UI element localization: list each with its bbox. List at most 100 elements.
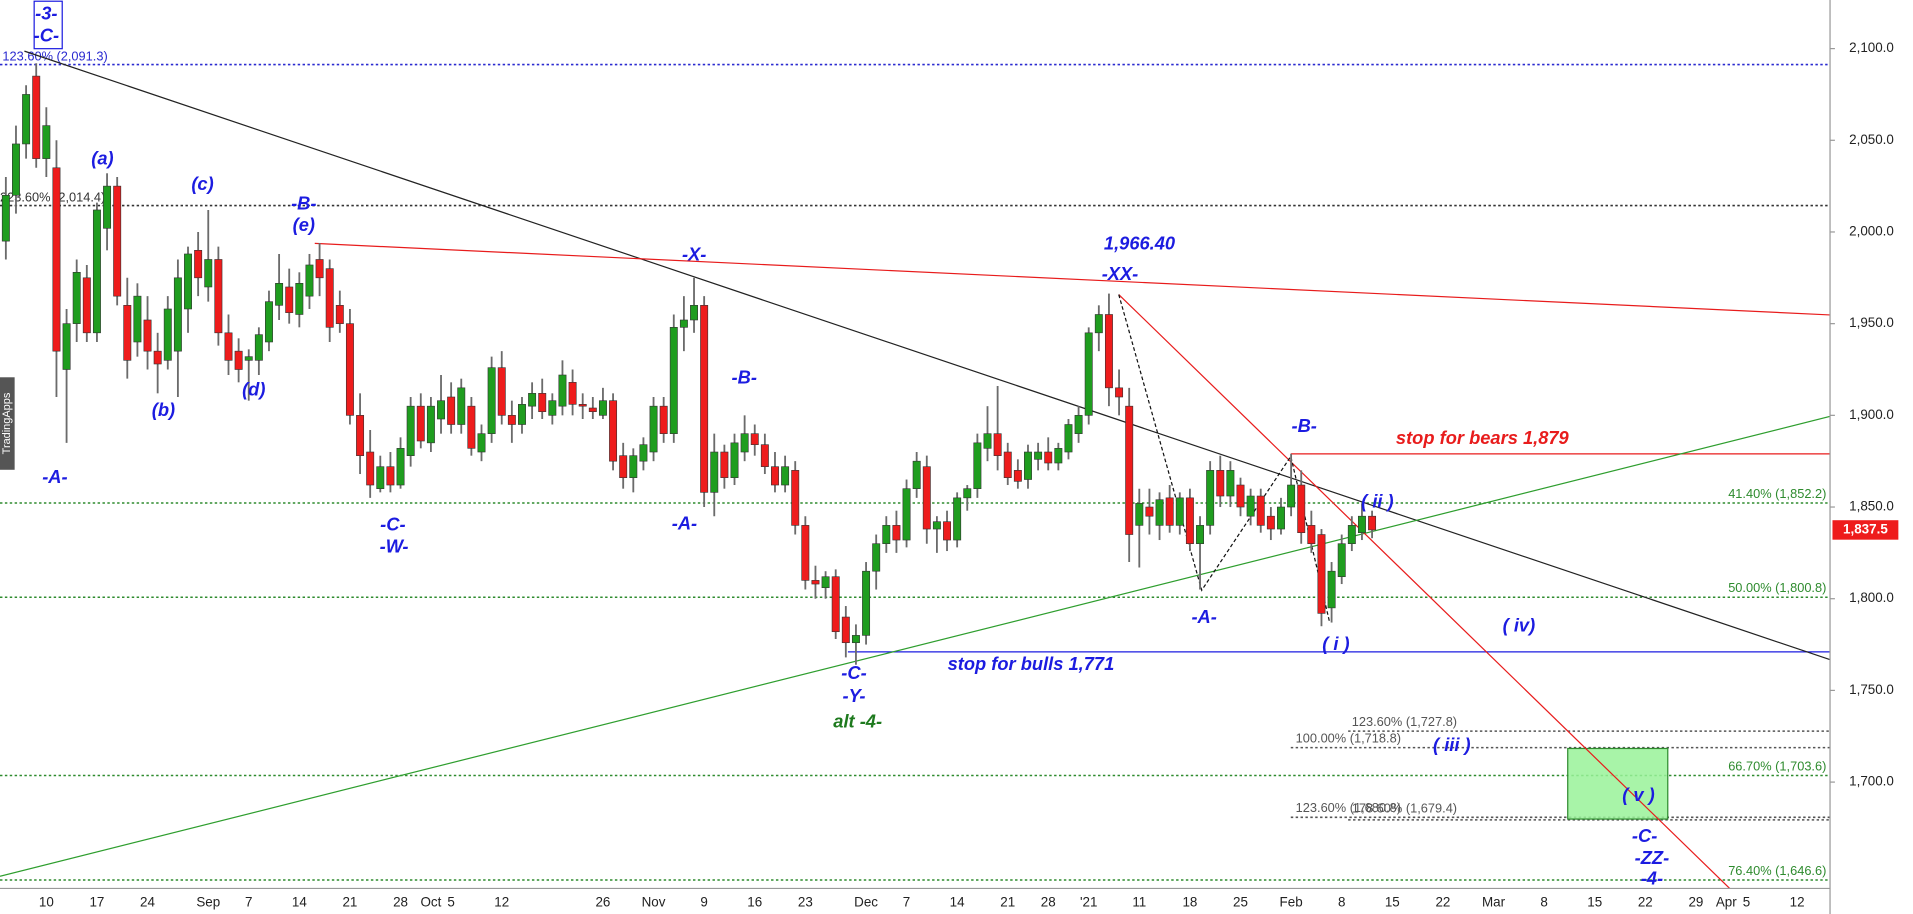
candle-body bbox=[558, 374, 567, 407]
candle-body bbox=[791, 470, 800, 526]
candle-body bbox=[406, 405, 415, 456]
candle-body bbox=[1003, 451, 1012, 478]
candle-body bbox=[1165, 497, 1174, 526]
candle-body bbox=[528, 393, 537, 407]
candle-body bbox=[730, 442, 739, 478]
candle-body bbox=[254, 334, 263, 361]
y-tick-label: 2,000.0 bbox=[1849, 224, 1894, 239]
annotations: -3--C-(a)(b)(c)(d)-B-(e)-A--C--W--X--B--… bbox=[34, 2, 1670, 888]
x-tick-label: 18 bbox=[1182, 895, 1197, 910]
candle-body bbox=[285, 286, 294, 313]
candle-body bbox=[851, 635, 860, 644]
candle-body bbox=[943, 521, 951, 541]
level-label: 76.40% (1,646.6) bbox=[1728, 863, 1826, 878]
candle-body bbox=[1347, 525, 1356, 545]
candle-body bbox=[993, 433, 1002, 456]
candle-body bbox=[983, 433, 992, 449]
wave-label: -4- bbox=[1641, 868, 1663, 889]
wave-label: (d) bbox=[242, 379, 265, 400]
candle-body bbox=[1357, 515, 1366, 534]
candle-body bbox=[42, 125, 51, 159]
x-tick-label: '21 bbox=[1080, 895, 1097, 910]
candle-body bbox=[1216, 470, 1225, 497]
wave-label: -XX- bbox=[1102, 263, 1139, 284]
watermark: TradingApps bbox=[1, 392, 13, 454]
candle-body bbox=[1013, 470, 1022, 482]
target-box bbox=[1567, 747, 1669, 820]
candle-body bbox=[1287, 484, 1296, 508]
candle-body bbox=[588, 407, 597, 412]
levels: 123.60% (2,091.3)223.60% (2,014.4)41.40%… bbox=[0, 49, 1831, 881]
candle-body bbox=[831, 576, 840, 633]
candle-body bbox=[912, 460, 921, 489]
trend-line bbox=[0, 415, 1831, 877]
candle-body bbox=[1115, 387, 1124, 398]
candle-body bbox=[32, 75, 41, 159]
candle-body bbox=[1044, 451, 1053, 464]
candle-body bbox=[1034, 451, 1043, 460]
candle-body bbox=[507, 415, 516, 425]
y-tick-label: 1,950.0 bbox=[1849, 315, 1894, 330]
candle-body bbox=[1307, 525, 1316, 545]
wave-label: -X- bbox=[682, 243, 706, 264]
wave-label: -B- bbox=[732, 366, 757, 387]
candle-body bbox=[82, 277, 91, 334]
candle-body bbox=[52, 167, 61, 352]
x-tick-label: 5 bbox=[1743, 895, 1750, 910]
wave-label: ( ii ) bbox=[1361, 490, 1394, 511]
y-tick-label: 1,800.0 bbox=[1849, 590, 1894, 605]
candle-body bbox=[781, 466, 790, 486]
candle-body bbox=[1155, 499, 1164, 526]
candle-body bbox=[1317, 534, 1326, 614]
candle-body bbox=[1206, 470, 1215, 526]
x-tick-label: Oct bbox=[420, 895, 441, 910]
candle-body bbox=[821, 576, 830, 589]
candle-body bbox=[740, 433, 749, 453]
candle-body bbox=[1064, 424, 1073, 453]
candle-body bbox=[143, 319, 152, 352]
x-tick-label: 7 bbox=[903, 895, 910, 910]
x-tick-label: 9 bbox=[700, 895, 707, 910]
wave-label: -C- bbox=[380, 514, 405, 535]
wave-label: -C- bbox=[34, 24, 59, 45]
candle-body bbox=[1, 194, 10, 242]
candle-body bbox=[548, 400, 557, 416]
candle-body bbox=[1074, 415, 1083, 434]
candle-body bbox=[173, 277, 182, 352]
x-tick-label: 12 bbox=[494, 895, 509, 910]
x-tick-label: 8 bbox=[1338, 895, 1345, 910]
candle-body bbox=[1196, 525, 1204, 545]
candle-body bbox=[629, 455, 638, 478]
level-label: stop for bulls 1,771 bbox=[948, 653, 1115, 674]
x-tick-label: Nov bbox=[642, 895, 666, 910]
y-tick-label: 1,900.0 bbox=[1849, 407, 1894, 422]
candle-body bbox=[771, 466, 779, 486]
candle-body bbox=[356, 415, 365, 456]
last-price-label: 1,837.5 bbox=[1843, 522, 1888, 537]
candle-body bbox=[669, 327, 678, 434]
x-tick-label: Mar bbox=[1482, 895, 1506, 910]
wave-label: 1,966.40 bbox=[1104, 232, 1175, 253]
candle-body bbox=[1084, 332, 1093, 416]
x-tick-label: 26 bbox=[595, 895, 610, 910]
label-box bbox=[33, 0, 63, 50]
x-tick-label: 12 bbox=[1790, 895, 1805, 910]
candle-body bbox=[1226, 470, 1235, 497]
x-tick-label: 28 bbox=[393, 895, 408, 910]
trend-line bbox=[314, 242, 1831, 316]
wave-label: (e) bbox=[293, 214, 315, 235]
candle-body bbox=[760, 444, 769, 467]
candles bbox=[1, 63, 1377, 665]
candle-body bbox=[224, 332, 233, 361]
candle-body bbox=[153, 350, 162, 365]
level-label: 100.00% (1,718.8) bbox=[1296, 730, 1401, 745]
candle-body bbox=[862, 570, 871, 636]
wave-label: ( i ) bbox=[1322, 633, 1349, 654]
x-tick-label: 5 bbox=[447, 895, 454, 910]
wave-label: -A- bbox=[42, 466, 67, 487]
candle-body bbox=[1246, 495, 1255, 517]
x-tick-label: Feb bbox=[1280, 895, 1303, 910]
x-tick-label: 23 bbox=[798, 895, 813, 910]
